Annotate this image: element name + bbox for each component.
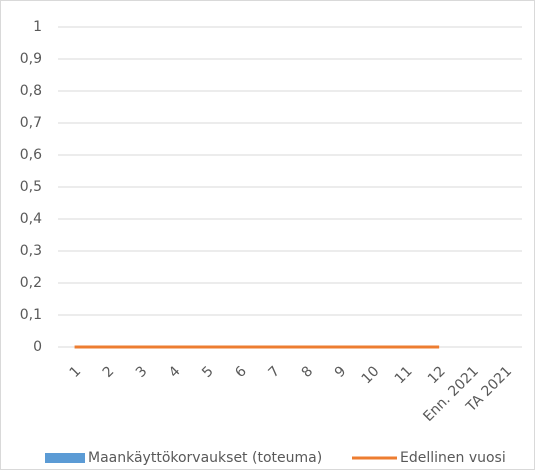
legend-swatch bbox=[45, 453, 85, 463]
y-tick-label: 0,2 bbox=[20, 275, 42, 291]
y-tick-label: 0 bbox=[33, 339, 42, 355]
y-tick-label: 1 bbox=[33, 19, 42, 35]
y-tick-label: 0,4 bbox=[20, 211, 42, 227]
y-tick-label: 0,3 bbox=[20, 243, 42, 259]
y-tick-label: 0,7 bbox=[20, 115, 42, 131]
legend-label: Edellinen vuosi bbox=[400, 450, 506, 466]
y-tick-label: 0,9 bbox=[20, 51, 42, 67]
y-tick-label: 0,1 bbox=[20, 307, 42, 323]
y-tick-label: 0,8 bbox=[20, 83, 42, 99]
y-tick-label: 0,5 bbox=[20, 179, 42, 195]
y-tick-label: 0,6 bbox=[20, 147, 42, 163]
legend-label: Maankäyttökorvaukset (toteuma) bbox=[88, 450, 322, 466]
